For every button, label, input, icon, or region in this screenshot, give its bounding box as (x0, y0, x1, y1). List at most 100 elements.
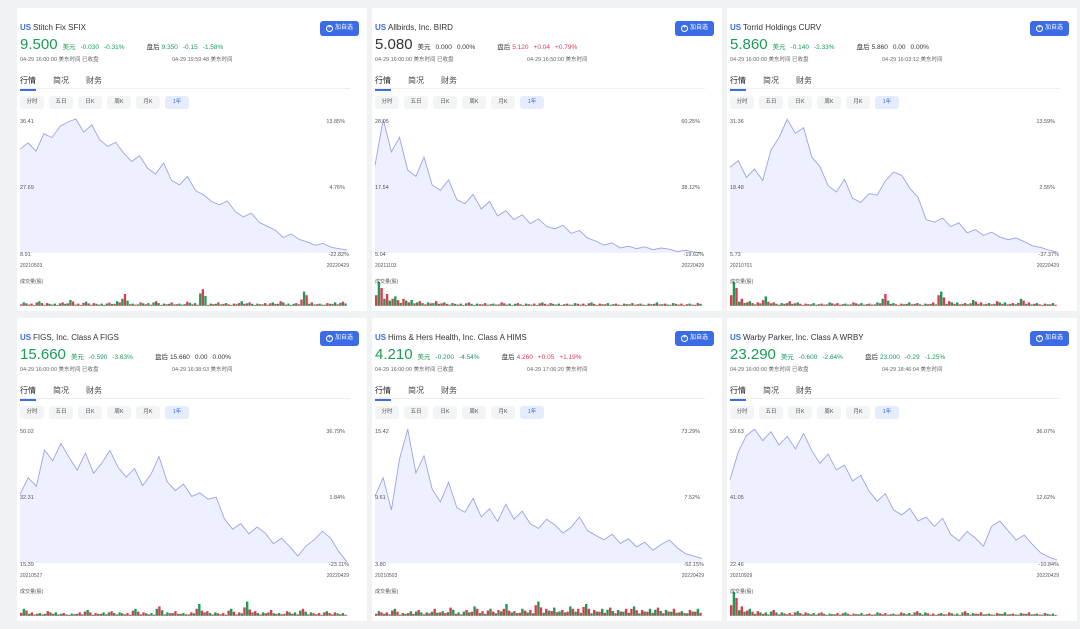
add-watchlist-button[interactable]: + 加自选 (319, 21, 359, 36)
tab-profile[interactable]: 简况 (53, 386, 69, 395)
tab-financials[interactable]: 财务 (86, 386, 102, 395)
tab-quote[interactable]: 行情 (20, 75, 36, 91)
period-day-k[interactable]: 日K (78, 406, 102, 419)
period-month-k[interactable]: 月K (846, 96, 870, 109)
tab-financials[interactable]: 财务 (441, 386, 457, 395)
volume-bar (603, 304, 607, 306)
volume-bar (201, 289, 204, 306)
period-intraday[interactable]: 分时 (20, 96, 44, 109)
add-watchlist-button[interactable]: + 加自选 (674, 331, 714, 346)
stock-name[interactable]: Hims & Hers Health, Inc. Class A HIMS (388, 333, 527, 342)
period-day-k[interactable]: 日K (433, 406, 457, 419)
period-week-k[interactable]: 周K (107, 96, 131, 109)
period-5day[interactable]: 五日 (404, 96, 428, 109)
period-intraday[interactable]: 分时 (730, 96, 754, 109)
tab-financials[interactable]: 财务 (441, 76, 457, 85)
volume-bar (383, 613, 386, 616)
volume-bar (214, 612, 217, 616)
stock-name[interactable]: Allbirds, Inc. BIRD (388, 23, 453, 32)
stock-name[interactable]: Torrid Holdings CURV (743, 23, 822, 32)
tab-profile[interactable]: 简况 (408, 76, 424, 85)
volume-bar (889, 303, 892, 306)
info-tabs: 行情 简况 财务 (375, 385, 457, 401)
stock-name[interactable]: Stitch Fix SFIX (33, 23, 86, 32)
tab-profile[interactable]: 简况 (763, 76, 779, 85)
tab-quote[interactable]: 行情 (375, 385, 391, 401)
tab-financials[interactable]: 财务 (86, 76, 102, 85)
tab-profile[interactable]: 简况 (408, 386, 424, 395)
last-price: 9.500 (20, 36, 58, 53)
tab-quote[interactable]: 行情 (375, 75, 391, 91)
volume-bar (1017, 614, 1020, 616)
volume-bar (524, 303, 528, 306)
price-chart[interactable]: 28.05 17.54 5.04 60.25% 38.12% -19.62% 2… (372, 111, 722, 306)
period-1year[interactable]: 1年 (875, 96, 899, 109)
volume-bar (299, 610, 302, 616)
price-chart[interactable]: 59.63 41.05 22.46 36.07% 12.62% -10.84% … (727, 421, 1077, 616)
period-1year[interactable]: 1年 (165, 406, 189, 419)
volume-bar (139, 614, 142, 616)
period-day-k[interactable]: 日K (433, 96, 457, 109)
volume-bar (129, 304, 132, 306)
price-chart[interactable]: 31.36 18.48 5.73 13.59% 2.55% -37.37% 20… (727, 111, 1077, 306)
tab-quote[interactable]: 行情 (20, 385, 36, 401)
period-week-k[interactable]: 周K (462, 96, 486, 109)
period-intraday[interactable]: 分时 (20, 406, 44, 419)
tab-quote[interactable]: 行情 (730, 385, 746, 401)
volume-bar (293, 612, 297, 616)
volume-bar (38, 613, 41, 616)
period-intraday[interactable]: 分时 (730, 406, 754, 419)
volume-bar (897, 304, 900, 306)
period-month-k[interactable]: 月K (136, 406, 160, 419)
tab-profile[interactable]: 简况 (53, 76, 69, 85)
period-month-k[interactable]: 月K (846, 406, 870, 419)
period-week-k[interactable]: 周K (817, 96, 841, 109)
period-5day[interactable]: 五日 (49, 406, 73, 419)
period-intraday[interactable]: 分时 (375, 96, 399, 109)
add-watchlist-button[interactable]: + 加自选 (674, 21, 714, 36)
tab-financials[interactable]: 财务 (796, 76, 812, 85)
period-intraday[interactable]: 分时 (375, 406, 399, 419)
add-watchlist-button[interactable]: + 加自选 (1029, 331, 1069, 346)
period-1year[interactable]: 1年 (875, 406, 899, 419)
price-row: 15.660 美元 -0.590 -3.63% 盘后 15.660 0.00 0… (20, 346, 231, 363)
price-chart[interactable]: 36.41 27.69 8.91 13.85% 4.76% -22.82% 20… (17, 111, 367, 306)
volume-bar (945, 614, 948, 616)
tab-financials[interactable]: 财务 (796, 386, 812, 395)
period-1year[interactable]: 1年 (165, 96, 189, 109)
tab-quote[interactable]: 行情 (730, 75, 746, 91)
period-5day[interactable]: 五日 (759, 96, 783, 109)
y-mid-label: 41.05 (730, 495, 744, 501)
volume-bar (304, 611, 307, 616)
period-day-k[interactable]: 日K (788, 406, 812, 419)
period-day-k[interactable]: 日K (788, 96, 812, 109)
period-month-k[interactable]: 月K (136, 96, 160, 109)
volume-bar (622, 611, 625, 616)
period-1year[interactable]: 1年 (520, 406, 544, 419)
period-5day[interactable]: 五日 (404, 406, 428, 419)
period-1year[interactable]: 1年 (520, 96, 544, 109)
period-day-k[interactable]: 日K (78, 96, 102, 109)
volume-bar (849, 614, 852, 616)
volume-bar (546, 304, 550, 306)
price-chart[interactable]: 15.42 9.61 3.80 73.29% 7.52% -52.15% 202… (372, 421, 722, 616)
add-watchlist-button[interactable]: + 加自选 (319, 331, 359, 346)
period-week-k[interactable]: 周K (107, 406, 131, 419)
volume-bar (612, 304, 615, 306)
volume-bar (839, 614, 842, 616)
stock-name[interactable]: FIGS, Inc. Class A FIGS (33, 333, 119, 342)
period-5day[interactable]: 五日 (759, 406, 783, 419)
volume-bar (264, 303, 267, 306)
tab-profile[interactable]: 简况 (763, 386, 779, 395)
period-week-k[interactable]: 周K (817, 406, 841, 419)
period-5day[interactable]: 五日 (49, 96, 73, 109)
period-month-k[interactable]: 月K (491, 406, 515, 419)
price-chart[interactable]: 50.02 32.31 15.39 36.79% 1.84% -23.11% 2… (17, 421, 367, 616)
period-month-k[interactable]: 月K (491, 96, 515, 109)
volume-bar (769, 611, 773, 616)
stock-name[interactable]: Warby Parker, Inc. Class A WRBY (743, 333, 864, 342)
period-week-k[interactable]: 周K (462, 406, 486, 419)
add-watchlist-label: 加自选 (1044, 25, 1063, 31)
add-watchlist-button[interactable]: + 加自选 (1029, 21, 1069, 36)
volume-bar (274, 303, 277, 306)
